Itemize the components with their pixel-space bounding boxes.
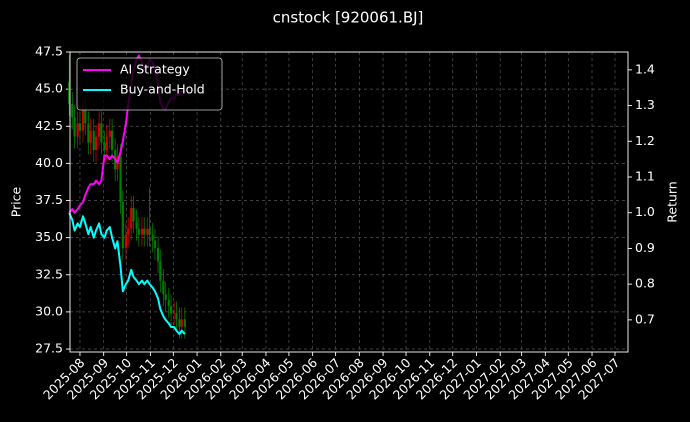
y2-tick-label: 0.8 <box>635 276 655 291</box>
candle-body <box>178 319 181 327</box>
y2-tick-label: 1.1 <box>635 169 655 184</box>
candle-body <box>151 234 154 241</box>
chart-title: cnstock [920061.BJ] <box>273 9 424 27</box>
candle-body <box>89 130 92 143</box>
candle-body <box>121 202 124 249</box>
y2-tick-label: 0.7 <box>635 311 655 326</box>
legend-label: AI Strategy <box>120 62 190 77</box>
series-line <box>68 212 186 336</box>
candle-body <box>169 305 173 314</box>
candle-body <box>119 155 122 202</box>
candle-body <box>108 130 111 137</box>
candle-body <box>159 261 162 281</box>
candle-body <box>175 313 178 320</box>
candle-body <box>100 123 103 143</box>
candle-body <box>183 319 186 327</box>
y-tick-label: 42.5 <box>35 118 63 133</box>
candle-body <box>143 228 146 235</box>
candle-body <box>146 228 149 235</box>
y-tick-label: 45.0 <box>35 81 63 96</box>
y2-tick-label: 1.4 <box>635 61 655 76</box>
candle-body <box>137 228 140 235</box>
y-tick-label: 32.5 <box>35 266 63 281</box>
y2-axis-label: Return <box>665 181 680 222</box>
candle-body <box>78 123 82 131</box>
candle-body <box>81 109 85 131</box>
candle-body <box>97 123 101 137</box>
plot-frame <box>69 51 629 353</box>
candle-body <box>73 117 76 137</box>
candle-body <box>103 142 106 151</box>
candle-body <box>84 109 87 124</box>
legend-box <box>76 57 223 111</box>
candle-body <box>167 300 170 306</box>
candle-body <box>105 136 108 151</box>
y-tick-label: 37.5 <box>35 192 63 207</box>
candle-body <box>153 240 157 249</box>
y-tick-label: 27.5 <box>35 341 63 356</box>
y-tick-label: 30.0 <box>35 303 63 318</box>
legend-label: Buy-and-Hold <box>120 82 205 97</box>
candle-body <box>140 228 144 235</box>
candle-body <box>180 319 183 327</box>
y2-tick-label: 1.2 <box>635 133 655 148</box>
candle-body <box>110 130 114 151</box>
y-tick-label: 40.0 <box>35 155 63 170</box>
candle-body <box>132 207 135 222</box>
y-tick-label: 47.5 <box>35 44 63 59</box>
candle-body <box>162 280 165 295</box>
candle-body <box>87 123 90 143</box>
candle-body <box>156 248 160 262</box>
candle-body <box>164 294 167 301</box>
candle-body <box>71 103 74 118</box>
candle-body <box>94 136 98 151</box>
y2-tick-label: 1.0 <box>635 204 655 219</box>
y2-tick-label: 0.9 <box>635 240 655 255</box>
candle-body <box>92 130 95 151</box>
y-tick-label: 35.0 <box>35 229 63 244</box>
candle-body <box>148 228 151 235</box>
y2-tick-label: 1.3 <box>635 97 655 112</box>
y-axis-label: Price <box>9 186 24 217</box>
candle-body <box>68 81 71 104</box>
candle-body <box>76 123 79 137</box>
candle-body <box>124 234 127 249</box>
candle-body <box>127 228 130 235</box>
candle-body <box>172 313 176 315</box>
candle-body <box>135 221 138 229</box>
candle-body <box>130 207 133 229</box>
